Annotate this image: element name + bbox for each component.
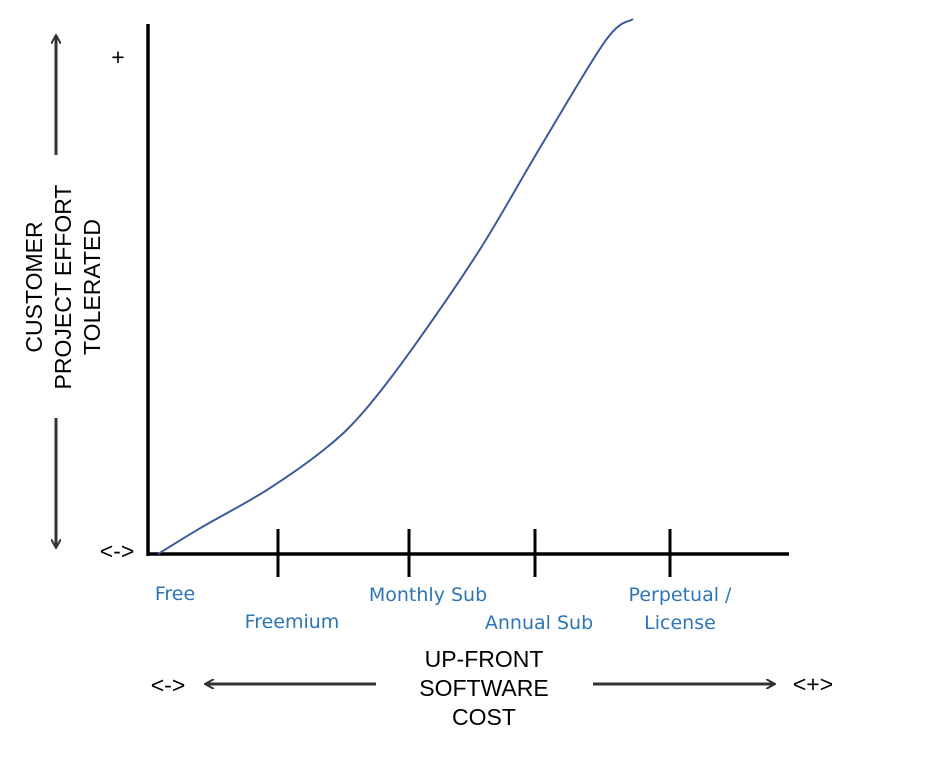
y-low-marker: <-> xyxy=(100,538,135,564)
x-ticks xyxy=(276,529,672,577)
x-low-marker: <-> xyxy=(151,672,186,698)
category-label: Perpetual / License xyxy=(629,584,732,634)
category-label: Freemium xyxy=(245,611,340,633)
category-label: Annual Sub xyxy=(485,612,593,634)
category-label: Monthly Sub xyxy=(369,584,487,606)
y-axis-label: CUSTOMER PROJECT EFFORT TOLERATED xyxy=(21,185,105,390)
x-high-marker: <+> xyxy=(793,671,833,697)
category-labels: Free Freemium Monthly Sub Annual Sub Perpetu… xyxy=(155,583,732,634)
y-high-marker: + xyxy=(111,44,124,70)
x-axis-label: UP-FRONT SOFTWARE COST xyxy=(419,646,548,730)
category-label: Free xyxy=(155,583,195,605)
series-line xyxy=(157,18,634,555)
